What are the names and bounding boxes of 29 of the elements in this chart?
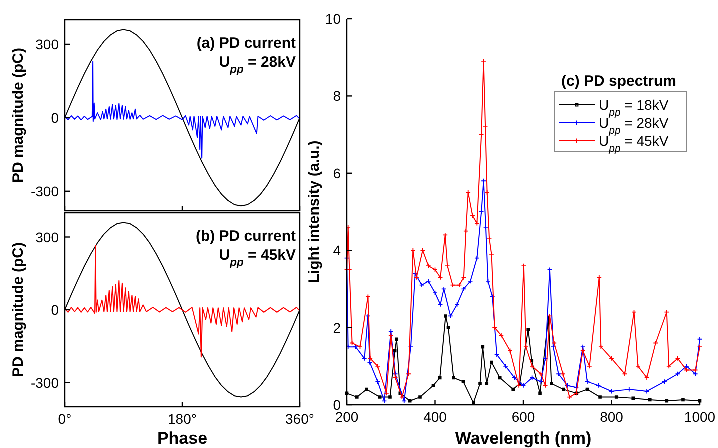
line-series — [64, 245, 300, 358]
y-axis-title: Light intensity (a.u.) — [306, 140, 323, 284]
x-axis-title: Wavelength (nm) — [455, 429, 592, 448]
x-tick-label: 0° — [58, 411, 72, 427]
legend-title: (c) PD spectrum — [561, 73, 677, 90]
y-tick-label: 0 — [51, 302, 60, 318]
y-axis-title: PD magnitude (pC) — [10, 48, 27, 183]
annotation: U$_{pp}$ = 45kV — [219, 247, 296, 269]
annotation: U$_{pp}$ = 28kV — [219, 54, 296, 76]
y-tick-label: 6 — [333, 165, 342, 182]
annotation: (b) PD current — [196, 228, 296, 245]
y-tick-label: -300 — [30, 374, 60, 391]
y-tick-label: 8 — [333, 88, 342, 104]
y-tick-label: 300 — [36, 36, 60, 52]
x-tick-label: 400 — [424, 409, 448, 425]
x-tick-label: 1000 — [684, 409, 716, 425]
y-tick-label: 4 — [333, 242, 342, 259]
annotation: (a) PD current — [196, 35, 296, 52]
y-axis-title: PD magnitude (pC) — [10, 242, 27, 378]
y-tick-label: 10 — [325, 11, 342, 27]
x-tick-label: 600 — [512, 409, 536, 425]
x-tick-label: 360° — [286, 411, 314, 427]
x-axis-title: Phase — [157, 429, 208, 448]
x-tick-label: 800 — [600, 409, 624, 425]
y-tick-label: 300 — [36, 229, 60, 246]
x-tick-label: 180° — [168, 411, 197, 427]
y-tick-label: 2 — [333, 320, 342, 336]
y-tick-label: -300 — [30, 183, 60, 200]
y-tick-label: 0 — [51, 110, 60, 126]
